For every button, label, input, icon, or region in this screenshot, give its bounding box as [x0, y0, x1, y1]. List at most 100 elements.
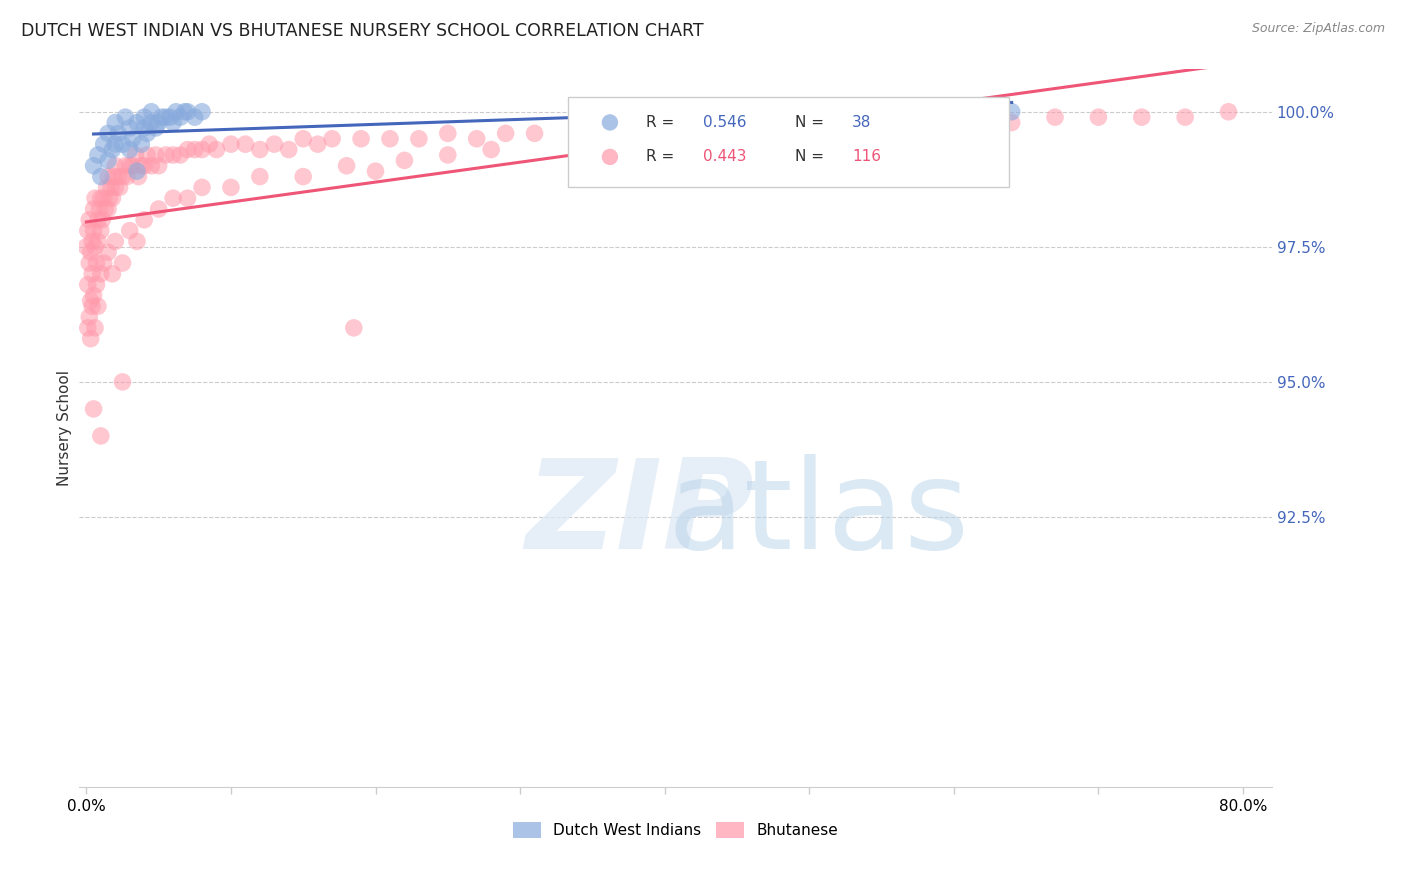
Point	[1001, 115, 1024, 129]
Point	[263, 137, 285, 152]
Point	[870, 115, 893, 129]
Point	[155, 148, 177, 162]
Point	[972, 104, 994, 119]
Point	[77, 256, 100, 270]
Point	[198, 137, 221, 152]
Point	[87, 212, 110, 227]
Point	[162, 191, 184, 205]
Point	[89, 202, 111, 216]
Point	[495, 127, 517, 141]
Point	[436, 127, 458, 141]
Text: DUTCH WEST INDIAN VS BHUTANESE NURSERY SCHOOL CORRELATION CHART: DUTCH WEST INDIAN VS BHUTANESE NURSERY S…	[21, 22, 704, 40]
Text: Source: ZipAtlas.com: Source: ZipAtlas.com	[1251, 22, 1385, 36]
Point	[118, 159, 141, 173]
Point	[77, 212, 100, 227]
Point	[86, 256, 108, 270]
Point	[697, 120, 720, 135]
Point	[176, 191, 198, 205]
Point	[84, 321, 107, 335]
Point	[141, 115, 163, 129]
Point	[76, 224, 98, 238]
Point	[83, 159, 105, 173]
Point	[321, 132, 343, 146]
Point	[408, 132, 430, 146]
Point	[83, 401, 105, 416]
Point	[75, 240, 97, 254]
Point	[191, 104, 214, 119]
Point	[108, 180, 131, 194]
Point	[121, 159, 143, 173]
Point	[83, 224, 105, 238]
Point	[343, 321, 366, 335]
Point	[718, 510, 741, 524]
Point	[129, 159, 152, 173]
Point	[83, 202, 105, 216]
Point	[127, 169, 149, 184]
Point	[90, 267, 112, 281]
Point	[93, 191, 115, 205]
Point	[118, 143, 141, 157]
Point	[97, 245, 120, 260]
Point	[249, 143, 271, 157]
Point	[90, 169, 112, 184]
Point	[87, 148, 110, 162]
Point	[111, 375, 134, 389]
Point	[101, 267, 124, 281]
Point	[103, 169, 125, 184]
Point	[87, 235, 110, 249]
Y-axis label: Nursery School: Nursery School	[58, 370, 72, 486]
Point	[104, 235, 127, 249]
Point	[155, 110, 177, 124]
Point	[80, 332, 103, 346]
Point	[87, 299, 110, 313]
Point	[148, 115, 170, 129]
Point	[292, 169, 315, 184]
Point	[111, 137, 134, 152]
Point	[479, 143, 502, 157]
Point	[104, 137, 127, 152]
Point	[129, 137, 152, 152]
Point	[624, 120, 647, 135]
Point	[378, 132, 401, 146]
Point	[191, 143, 214, 157]
Point	[567, 127, 589, 141]
Legend: Dutch West Indians, Bhutanese: Dutch West Indians, Bhutanese	[508, 816, 844, 844]
Point	[90, 429, 112, 443]
Point	[96, 180, 118, 194]
Point	[1087, 110, 1109, 124]
Point	[111, 256, 134, 270]
Point	[125, 164, 148, 178]
Point	[141, 104, 163, 119]
Point	[159, 110, 181, 124]
Text: 0.546: 0.546	[703, 115, 747, 130]
Text: atlas: atlas	[668, 453, 970, 574]
Text: R =: R =	[645, 150, 679, 164]
Point	[90, 224, 112, 238]
Point	[101, 191, 124, 205]
Point	[169, 148, 191, 162]
Point	[76, 321, 98, 335]
Point	[219, 137, 242, 152]
Point	[134, 120, 156, 135]
Point	[114, 110, 136, 124]
Point	[145, 148, 167, 162]
Point	[148, 159, 170, 173]
Point	[77, 310, 100, 324]
Point	[136, 148, 159, 162]
Point	[82, 235, 104, 249]
Text: 0.443: 0.443	[703, 150, 747, 164]
Point	[169, 110, 191, 124]
Point	[718, 769, 741, 783]
Point	[1174, 110, 1197, 124]
Point	[523, 127, 546, 141]
Point	[162, 148, 184, 162]
Point	[80, 293, 103, 308]
FancyBboxPatch shape	[568, 97, 1010, 187]
Point	[76, 277, 98, 292]
Point	[84, 240, 107, 254]
Point	[90, 191, 112, 205]
Point	[436, 148, 458, 162]
Point	[104, 180, 127, 194]
Point	[136, 127, 159, 141]
Point	[91, 212, 114, 227]
